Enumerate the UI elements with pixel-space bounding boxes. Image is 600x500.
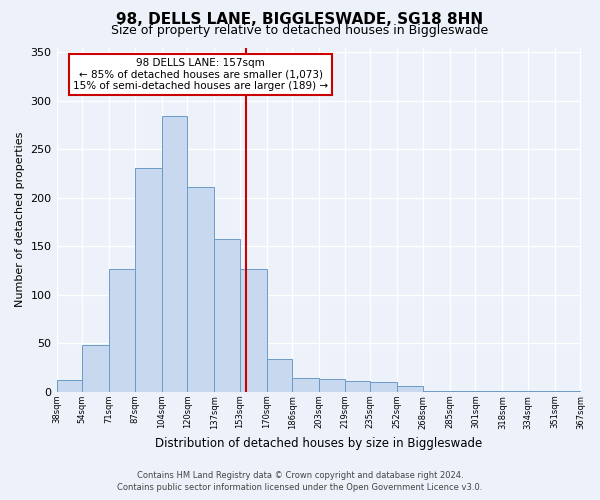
Bar — [475, 391, 502, 392]
Bar — [450, 391, 475, 392]
Text: 98, DELLS LANE, BIGGLESWADE, SG18 8HN: 98, DELLS LANE, BIGGLESWADE, SG18 8HN — [116, 12, 484, 28]
Bar — [528, 391, 555, 392]
Text: Contains HM Land Registry data © Crown copyright and database right 2024.
Contai: Contains HM Land Registry data © Crown c… — [118, 471, 482, 492]
Bar — [56, 380, 82, 392]
Bar — [319, 380, 345, 392]
Bar — [397, 386, 423, 392]
Bar — [187, 187, 214, 392]
Bar — [109, 268, 134, 392]
X-axis label: Distribution of detached houses by size in Biggleswade: Distribution of detached houses by size … — [155, 437, 482, 450]
Bar — [161, 116, 187, 392]
Text: 98 DELLS LANE: 157sqm
← 85% of detached houses are smaller (1,073)
15% of semi-d: 98 DELLS LANE: 157sqm ← 85% of detached … — [73, 58, 328, 91]
Text: Size of property relative to detached houses in Biggleswade: Size of property relative to detached ho… — [112, 24, 488, 37]
Bar — [423, 391, 450, 392]
Bar — [502, 391, 528, 392]
Bar — [239, 268, 267, 392]
Bar — [134, 168, 161, 392]
Bar — [292, 378, 319, 392]
Bar — [370, 382, 397, 392]
Bar — [555, 391, 580, 392]
Bar — [267, 359, 292, 392]
Bar — [82, 346, 109, 392]
Y-axis label: Number of detached properties: Number of detached properties — [15, 132, 25, 308]
Bar — [345, 381, 370, 392]
Bar — [214, 238, 239, 392]
